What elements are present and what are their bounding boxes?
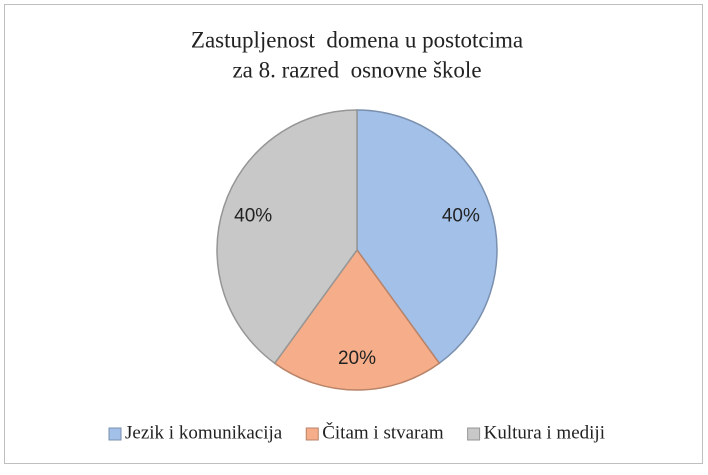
legend-label: Kultura i mediji — [484, 422, 605, 443]
pie-slice — [356, 109, 498, 365]
data-label: 40% — [234, 205, 272, 226]
legend-swatch — [108, 427, 122, 441]
legend-swatch — [305, 427, 319, 441]
pie-slice — [216, 109, 358, 365]
data-label: 40% — [442, 205, 480, 226]
legend-label: Čitam i stvaram — [322, 421, 444, 443]
data-label: 20% — [338, 348, 376, 369]
legend-label: Jezik i komunikacija — [125, 422, 283, 443]
chart-title: za 8. razred osnovne škole — [232, 57, 481, 82]
chart-title: Zastupljenost domena u postotcima — [191, 27, 523, 52]
legend-swatch — [467, 427, 481, 441]
pie-slice — [273, 248, 441, 391]
